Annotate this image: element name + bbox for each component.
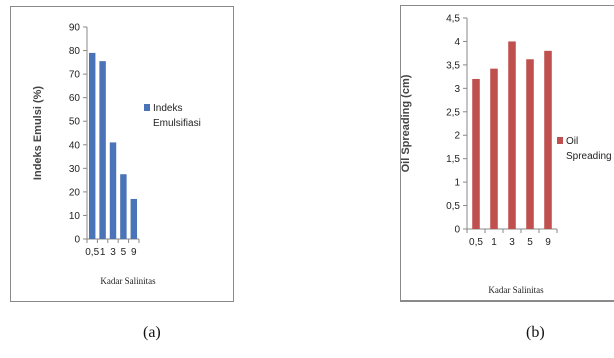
y-tick-label: 3,5	[446, 60, 460, 71]
bar	[472, 78, 480, 229]
bar	[109, 142, 117, 239]
x-tick-label: 3	[110, 247, 116, 258]
legend-label: Oil	[566, 136, 578, 147]
x-tick-label: 5	[121, 247, 127, 258]
chart-panel-a: 0 10 20 30 40 50 60 70 80 90 0,5 1 3 5 9 Indeks Emulsi …	[10, 6, 234, 302]
y-tick-label: 60	[69, 93, 81, 104]
y-tick-label: 2,5	[446, 107, 460, 118]
caption-b: (b)	[526, 324, 545, 341]
chart-panel-b: 0 0,5 1 1,5 2 2,5 3 3,5 4 4,5 0,5 1 3 5 9 Oil Spreading…	[400, 5, 614, 302]
bar	[508, 41, 516, 229]
y-tick-label: 90	[69, 23, 81, 34]
y-tick-label: 40	[69, 140, 81, 151]
y-tick-label: 0	[74, 235, 80, 246]
y-tick-label: 0	[454, 225, 460, 236]
bar	[99, 61, 106, 240]
y-axis-title: Oil Spreading (cm)	[401, 74, 412, 172]
caption-a: (a)	[143, 324, 161, 341]
y-tick-label: 80	[69, 46, 81, 57]
x-axis-title: Kadar Salinitas	[100, 276, 156, 286]
oil-spreading-chart: 0 0,5 1 1,5 2 2,5 3 3,5 4 4,5 0,5 1 3 5 9 Oil Spreading…	[400, 14, 612, 296]
legend-swatch	[557, 137, 563, 144]
bar	[88, 52, 96, 240]
x-tick-label: 0,5	[85, 247, 99, 258]
x-tick-label: 5	[527, 237, 533, 248]
bar	[130, 198, 138, 239]
x-tick-label: 9	[545, 237, 551, 248]
y-tick-label: 30	[69, 164, 81, 175]
y-tick-label: 2	[454, 131, 460, 142]
x-axis-title: Kadar Salinitas	[488, 285, 544, 295]
y-tick-label: 20	[69, 187, 81, 198]
bar	[120, 174, 127, 239]
x-tick-label: 1	[491, 237, 497, 248]
legend-swatch	[144, 104, 150, 111]
y-tick-label: 0,5	[446, 201, 460, 212]
y-tick-label: 1	[454, 178, 460, 189]
legend-label: Emulsifiasi	[153, 118, 201, 129]
y-tick-label: 10	[69, 211, 81, 222]
y-tick-label: 4	[454, 37, 460, 48]
y-tick-label: 3	[454, 84, 460, 95]
bar	[526, 59, 534, 229]
x-tick-label: 1	[100, 247, 106, 258]
emulsion-index-chart: 0 10 20 30 40 50 60 70 80 90 0,5 1 3 5 9 Indeks Emulsi …	[32, 23, 201, 287]
y-tick-label: 70	[69, 70, 81, 81]
legend-label: Indeks	[153, 103, 182, 114]
legend-label: Spreading	[566, 151, 612, 162]
y-tick-label: 1,5	[446, 154, 460, 165]
bar	[544, 50, 552, 230]
y-axis-title: Indeks Emulsi (%)	[32, 86, 44, 180]
x-tick-label: 9	[131, 247, 137, 258]
y-tick-label: 50	[69, 117, 81, 128]
y-tick-label: 4,5	[446, 14, 460, 25]
x-tick-label: 0,5	[469, 237, 483, 248]
bar	[490, 68, 498, 229]
x-tick-label: 3	[509, 237, 515, 248]
